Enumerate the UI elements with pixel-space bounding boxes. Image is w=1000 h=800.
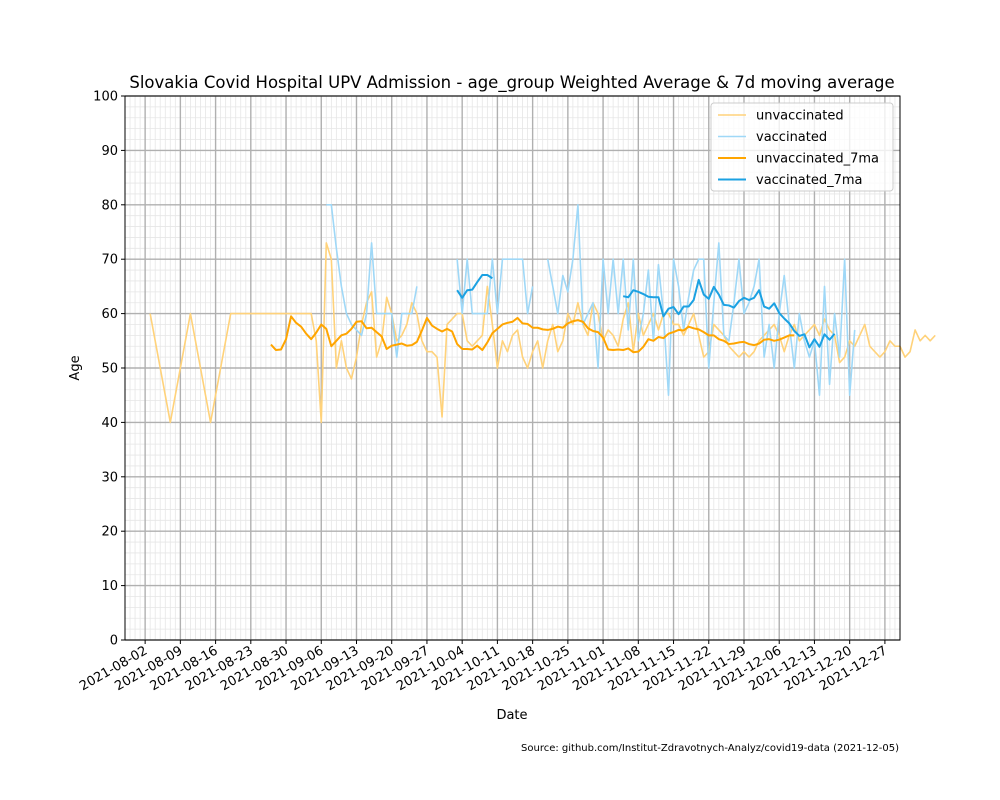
chart-title: Slovakia Covid Hospital UPV Admission - …	[129, 73, 894, 93]
y-axis-label: Age	[68, 355, 83, 380]
y-tick-label: 100	[93, 90, 118, 105]
y-tick-label: 70	[101, 253, 118, 268]
y-tick-label: 10	[101, 579, 118, 594]
y-tick-label: 40	[101, 416, 118, 431]
y-tick-label: 20	[101, 525, 118, 540]
series-line-vaccinated	[546, 204, 856, 397]
legend: unvaccinated vaccinated unvaccinated_7mava…	[710, 102, 894, 192]
legend-label: vaccinated	[756, 130, 827, 145]
y-tick-label: 60	[101, 307, 118, 322]
series-line-vaccinated-7ma	[456, 273, 493, 299]
series-line-vaccinated	[326, 204, 418, 358]
legend-label: vaccinated_7ma	[756, 173, 863, 188]
source-note: Source: github.com/Institut-Zdravotnych-…	[521, 743, 899, 754]
y-tick-label: 80	[101, 198, 118, 213]
y-tick-label: 0	[110, 634, 118, 649]
legend-label: unvaccinated	[756, 109, 844, 124]
series-line-unvaccinated-7ma	[270, 315, 795, 354]
series-lines	[149, 204, 936, 424]
legend-box	[710, 102, 894, 192]
y-tick-label: 30	[101, 470, 118, 485]
y-tick-label: 90	[101, 144, 118, 159]
series-line-vaccinated-7ma	[622, 278, 836, 349]
y-tick-label: 50	[101, 362, 118, 377]
x-axis-label: Date	[496, 708, 527, 723]
series-line-vaccinated	[456, 258, 534, 315]
legend-label: unvaccinated_7ma	[756, 152, 879, 167]
